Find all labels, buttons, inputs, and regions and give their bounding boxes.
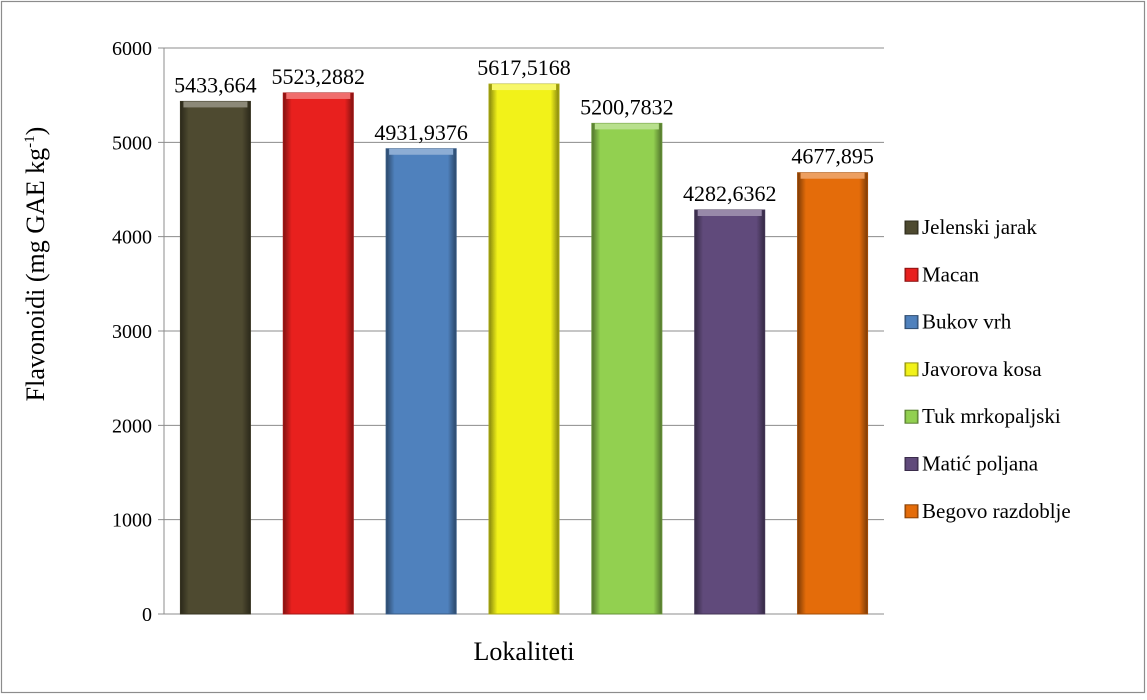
legend-swatch xyxy=(904,315,919,330)
legend-swatch xyxy=(904,267,919,282)
legend-swatch xyxy=(904,409,919,424)
data-label: 5523,2882 xyxy=(272,64,366,89)
x-axis-title: Lokaliteti xyxy=(473,637,574,666)
legend-swatch xyxy=(904,504,919,519)
data-label: 4282,6362 xyxy=(683,181,777,206)
legend: Jelenski jarak Macan Bukov vrh Javorova kos… xyxy=(904,215,1071,523)
data-label: 4677,895 xyxy=(791,144,874,169)
y-axis-ticks: 0 1000 2000 3000 4000 5000 6000 xyxy=(112,38,152,626)
bar xyxy=(797,172,869,615)
bar xyxy=(488,83,560,615)
bars xyxy=(179,83,869,615)
bar-top-bevel xyxy=(183,101,248,108)
bar xyxy=(282,92,354,615)
y-axis-title-close: ) xyxy=(21,127,50,136)
legend-label: Javorova kosa xyxy=(922,357,1042,381)
bar-top-bevel xyxy=(800,172,865,179)
y-tick-label: 4000 xyxy=(112,227,152,249)
y-axis-title: Flavonoidi (mg GAE kg-1) xyxy=(21,127,50,402)
y-tick-label: 6000 xyxy=(112,38,152,60)
legend-label: Macan xyxy=(922,262,980,286)
legend-swatch xyxy=(904,362,919,377)
data-label: 5433,664 xyxy=(174,72,257,97)
bar-top-bevel xyxy=(286,92,351,99)
bar xyxy=(694,209,766,615)
y-axis-title-main: Flavonoidi (mg GAE kg xyxy=(21,148,50,402)
legend-swatch xyxy=(904,457,919,471)
bar xyxy=(385,148,457,615)
bar-top-bevel xyxy=(492,84,556,91)
legend-label: Bukov vrh xyxy=(922,310,1012,334)
bar xyxy=(591,122,663,615)
bar-top-bevel xyxy=(389,148,454,155)
y-tick-label: 3000 xyxy=(112,321,152,343)
y-axis-title-sup: -1 xyxy=(22,135,38,148)
y-tick-label: 5000 xyxy=(112,132,152,154)
data-labels: 5433,664 5523,2882 4931,9376 5617,5168 5200,… xyxy=(174,55,874,206)
legend-label: Tuk mrkopaljski xyxy=(922,404,1061,428)
bar-top-bevel xyxy=(594,123,659,130)
data-label: 5617,5168 xyxy=(477,55,571,80)
bar-top-bevel xyxy=(697,210,762,217)
y-tick-label: 0 xyxy=(142,604,152,626)
bar xyxy=(179,100,251,615)
legend-label: Jelenski jarak xyxy=(922,215,1037,239)
legend-swatch xyxy=(904,220,919,235)
legend-label: Matić poljana xyxy=(922,452,1039,476)
y-tick-label: 1000 xyxy=(112,510,152,532)
data-label: 5200,7832 xyxy=(580,94,674,119)
y-tick-label: 2000 xyxy=(112,415,152,437)
data-label: 4931,9376 xyxy=(374,120,468,145)
legend-label: Begovo razdoblje xyxy=(922,499,1071,523)
